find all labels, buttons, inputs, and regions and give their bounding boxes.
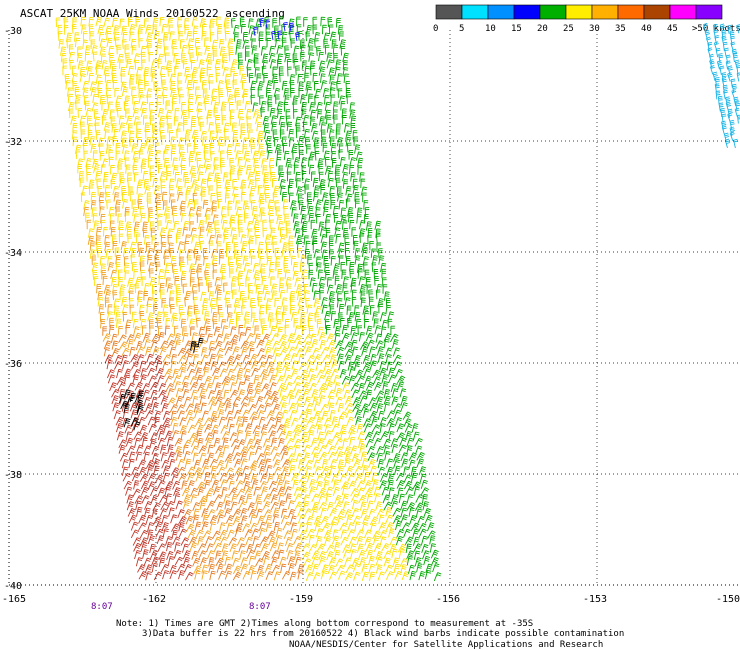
legend-swatch bbox=[695, 4, 723, 20]
wind-barb-group bbox=[102, 325, 303, 581]
lon-label: -150 bbox=[716, 594, 740, 605]
note-line-2: 3)Data buffer is 22 hrs from 20160522 4)… bbox=[142, 629, 624, 639]
time-label: 8:07 bbox=[91, 602, 113, 612]
legend-label: >50 knots bbox=[692, 24, 740, 34]
note-line-1: Note: 1) Times are GMT 2)Times along bot… bbox=[116, 619, 533, 629]
legend-swatch bbox=[539, 4, 567, 20]
legend-swatch bbox=[617, 4, 645, 20]
legend-label: 10 bbox=[485, 24, 496, 34]
lat-label: -34 bbox=[4, 248, 22, 259]
lat-label: -38 bbox=[4, 470, 22, 481]
lon-label: -153 bbox=[583, 594, 607, 605]
lon-label: -159 bbox=[289, 594, 313, 605]
wind-barb-group bbox=[703, 22, 740, 149]
time-label: 8:07 bbox=[249, 602, 271, 612]
lat-label: -36 bbox=[4, 359, 22, 370]
legend-label: 20 bbox=[537, 24, 548, 34]
lon-label: -156 bbox=[436, 594, 460, 605]
legend-label: 40 bbox=[641, 24, 652, 34]
legend-label: 15 bbox=[511, 24, 522, 34]
legend-label: 25 bbox=[563, 24, 574, 34]
lon-label: -165 bbox=[2, 594, 26, 605]
legend-swatch bbox=[591, 4, 619, 20]
wind-barb-group bbox=[230, 16, 442, 582]
lat-label: -40 bbox=[4, 581, 22, 592]
legend-swatch bbox=[565, 4, 593, 20]
wind-barb-group bbox=[253, 17, 301, 42]
wind-barb-group bbox=[119, 337, 204, 431]
wind-barb-group bbox=[102, 324, 305, 581]
legend-swatch bbox=[435, 4, 463, 20]
legend-label: 45 bbox=[667, 24, 678, 34]
axis-labels: -30 -32 -34 -36 -38 -40 -165 -162 -159 -156 -153 -1… bbox=[2, 26, 740, 612]
legend-swatch bbox=[669, 4, 697, 20]
legend-swatch bbox=[643, 4, 671, 20]
wind-barb-group bbox=[104, 353, 194, 581]
wind-swath-east-edge bbox=[703, 22, 740, 149]
legend-swatch bbox=[487, 4, 515, 20]
lon-label: -162 bbox=[142, 594, 166, 605]
legend-label: 30 bbox=[589, 24, 600, 34]
legend-swatch bbox=[461, 4, 489, 20]
lat-lon-grid bbox=[8, 30, 738, 586]
lat-label: -30 bbox=[4, 26, 22, 37]
legend-label: 0 bbox=[433, 24, 438, 34]
lat-label: -32 bbox=[4, 137, 22, 148]
legend-swatch bbox=[513, 4, 541, 20]
wind-barb-group bbox=[83, 191, 233, 329]
wind-barb-group bbox=[55, 16, 410, 582]
legend-label: 5 bbox=[459, 24, 464, 34]
wind-swath bbox=[55, 16, 442, 582]
wind-speed-legend: 0 5 10 15 20 25 30 35 40 45 >50 knots bbox=[433, 4, 740, 34]
note-line-3: NOAA/NESDIS/Center for Satellite Applica… bbox=[289, 640, 603, 650]
legend-label: 35 bbox=[615, 24, 626, 34]
